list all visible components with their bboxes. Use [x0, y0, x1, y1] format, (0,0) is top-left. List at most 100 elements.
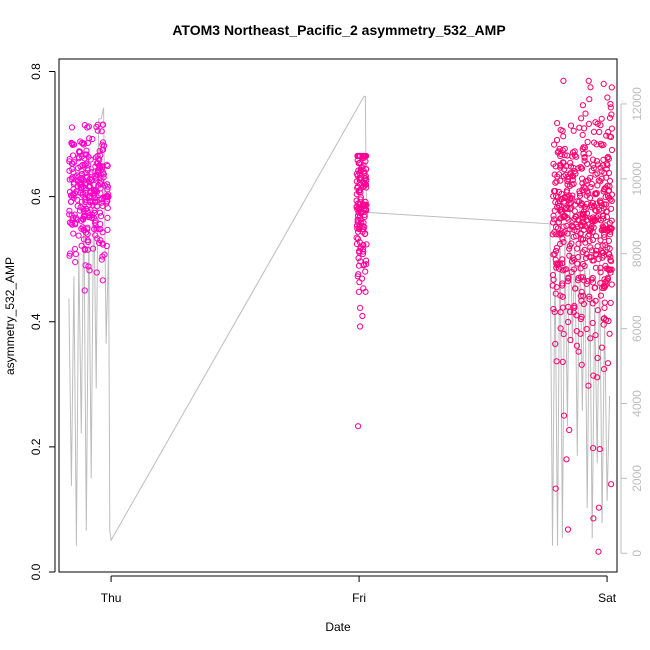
data-point — [600, 141, 607, 148]
data-point — [80, 207, 87, 214]
data-point — [600, 252, 608, 259]
data-point — [568, 181, 575, 188]
data-point — [96, 156, 103, 163]
data-point — [560, 223, 567, 230]
data-point — [606, 330, 613, 337]
data-point — [361, 182, 368, 189]
data-point — [579, 249, 587, 256]
data-point — [606, 133, 613, 140]
data-point — [590, 372, 597, 379]
data-point — [607, 269, 614, 276]
data-point — [603, 132, 610, 139]
x-axis-label: Date — [325, 620, 351, 634]
data-point — [104, 226, 111, 233]
data-point — [551, 309, 558, 316]
data-point — [588, 217, 595, 224]
data-point — [69, 152, 77, 159]
data-point — [579, 102, 587, 109]
data-point — [80, 226, 87, 234]
data-point — [574, 216, 581, 224]
data-point — [92, 217, 99, 224]
data-point — [566, 252, 573, 259]
data-point — [573, 328, 580, 335]
data-point — [593, 200, 600, 207]
data-point — [567, 122, 575, 129]
y-tick-label: 0.6 — [29, 188, 43, 205]
data-point — [608, 84, 615, 91]
data-point — [608, 146, 616, 154]
data-point — [589, 200, 597, 207]
data-point — [577, 230, 584, 237]
x-tick-label: Fri — [352, 591, 366, 605]
data-point — [575, 165, 582, 172]
data-point — [89, 135, 96, 143]
data-point — [69, 193, 76, 200]
data-point — [601, 315, 608, 322]
data-point — [91, 207, 98, 214]
data-point — [602, 242, 609, 249]
data-point — [601, 283, 609, 290]
data-point — [558, 231, 565, 238]
data-point — [66, 252, 73, 259]
data-point — [576, 188, 583, 195]
data-point — [589, 214, 597, 221]
data-point — [567, 171, 574, 178]
data-point — [573, 153, 580, 160]
data-point — [588, 276, 595, 283]
data-point — [567, 159, 574, 166]
data-point — [602, 193, 609, 201]
data-point — [592, 264, 600, 271]
data-point — [572, 285, 579, 292]
y-axis: 0.0 0.2 0.4 0.6 0.8 — [29, 63, 56, 580]
data-point — [560, 330, 567, 338]
data-point — [592, 171, 599, 178]
data-point — [359, 246, 367, 253]
data-point — [578, 202, 585, 209]
data-point — [563, 456, 570, 463]
data-point — [70, 194, 77, 202]
data-point — [580, 183, 587, 190]
data-point — [90, 186, 98, 193]
data-point — [94, 152, 101, 160]
data-point — [557, 240, 564, 248]
data-point — [589, 156, 597, 163]
data-point — [550, 276, 557, 283]
data-point — [549, 219, 557, 226]
data-point — [597, 237, 604, 244]
data-point — [581, 157, 588, 164]
data-point — [574, 223, 581, 230]
data-point — [551, 216, 558, 223]
data-point — [574, 260, 581, 267]
data-point — [557, 177, 564, 184]
data-point — [549, 272, 557, 279]
data-point — [602, 282, 609, 289]
data-point — [585, 177, 592, 184]
data-point — [355, 189, 363, 196]
data-point — [608, 111, 615, 118]
data-point — [96, 179, 104, 187]
data-point — [353, 240, 360, 248]
data-point — [552, 179, 559, 186]
data-point — [357, 196, 364, 203]
data-point — [89, 176, 96, 183]
data-point — [78, 242, 85, 249]
data-point — [580, 211, 587, 218]
data-point — [97, 213, 105, 220]
data-point — [584, 138, 591, 146]
data-point — [96, 165, 104, 172]
data-point — [98, 178, 105, 185]
data-point — [565, 275, 572, 282]
data-point — [77, 217, 85, 224]
data-point — [357, 304, 364, 311]
data-point — [363, 257, 370, 264]
data-point — [559, 282, 566, 289]
data-point — [355, 262, 363, 269]
data-point — [79, 139, 86, 146]
data-point — [97, 226, 104, 233]
data-point — [91, 209, 98, 216]
data-point — [92, 232, 99, 239]
data-point — [589, 300, 596, 307]
data-point — [99, 277, 106, 284]
data-point — [66, 207, 73, 214]
data-point — [553, 192, 560, 200]
